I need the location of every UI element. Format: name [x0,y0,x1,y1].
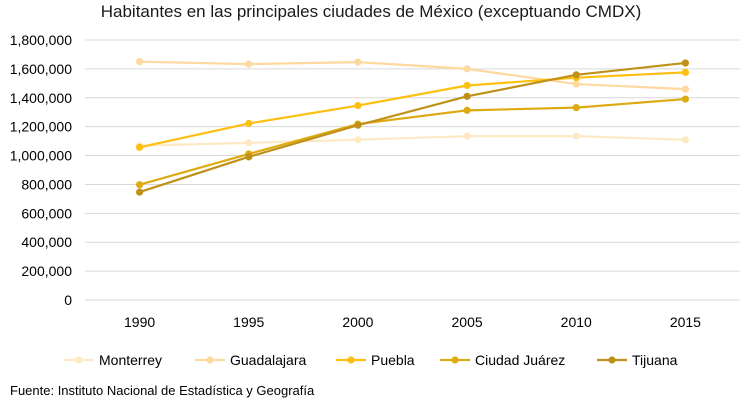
y-tick-label: 1,800,000 [10,32,72,48]
series [135,68,690,151]
y-tick-label: 1,400,000 [10,90,72,106]
data-point [354,101,362,110]
x-tick-label: 1995 [233,314,264,330]
legend-swatch-marker [75,356,83,364]
x-tick-label: 2015 [670,314,701,330]
chart-title: Habitantes en las principales ciudades d… [100,2,642,21]
legend-swatch-marker [451,356,459,364]
y-tick-label: 1,200,000 [10,119,72,135]
legend: Monterrey Guadalajara Puebla Ciudad Juárez T… [64,352,678,368]
data-point [681,68,690,76]
data-point [681,95,690,103]
data-point [135,188,144,196]
data-point [681,59,690,67]
legend-item: Tijuana [597,352,678,368]
data-point [572,132,580,140]
data-point [463,81,471,90]
legend-label: Ciudad Juárez [475,352,565,368]
y-tick-label: 400,000 [21,234,72,250]
data-point [135,58,144,66]
source-note: Fuente: Instituto Nacional de Estadístic… [10,383,315,398]
data-point [135,181,144,189]
data-point [572,71,580,79]
legend-swatch-marker [206,356,214,364]
data-point [135,143,144,151]
x-tick-label: 2000 [342,314,373,330]
series-line [139,97,686,186]
y-tick-label: 1,000,000 [10,148,72,164]
y-tick-label: 1,600,000 [10,61,72,77]
legend-swatch-marker [608,356,616,364]
data-point [681,136,690,144]
series-line [139,134,686,147]
data-point [245,60,253,68]
legend-label: Monterrey [99,352,162,368]
data-point [354,121,362,129]
data-point [572,104,580,112]
legend-label: Puebla [371,352,415,368]
x-axis-tick-labels: 1990 1995 2000 2005 2010 2015 [124,314,701,330]
legend-swatch-marker [347,356,355,364]
y-axis-tick-labels: 0 200,000 400,000 600,000 800,000 1,000,000 1,… [10,32,73,308]
x-tick-label: 2005 [452,314,483,330]
data-point [463,92,471,100]
data-point [463,65,471,73]
y-tick-label: 200,000 [21,263,72,279]
x-tick-label: 1990 [124,314,155,330]
data-point [354,136,362,144]
data-point [245,119,253,128]
legend-label: Guadalajara [230,352,306,368]
series-line [139,61,686,194]
series-layer [135,58,690,196]
x-tick-label: 2010 [561,314,592,330]
y-tick-label: 600,000 [21,205,72,221]
data-point [463,106,471,114]
data-point [245,139,253,147]
series [135,95,690,189]
legend-item: Guadalajara [195,352,306,368]
data-point [463,132,471,140]
series [135,58,690,93]
y-tick-label: 0 [64,292,72,308]
legend-item: Monterrey [64,352,162,368]
data-point [681,85,690,93]
gridlines [85,39,740,301]
data-point [245,153,253,161]
series [135,59,690,196]
legend-label: Tijuana [632,352,678,368]
series [135,132,690,150]
data-point [354,58,362,66]
y-tick-label: 800,000 [21,176,72,192]
data-point [572,80,580,88]
legend-item: Puebla [336,352,415,368]
legend-item: Ciudad Juárez [440,352,565,368]
series-line [139,71,686,149]
series-line [139,60,686,91]
